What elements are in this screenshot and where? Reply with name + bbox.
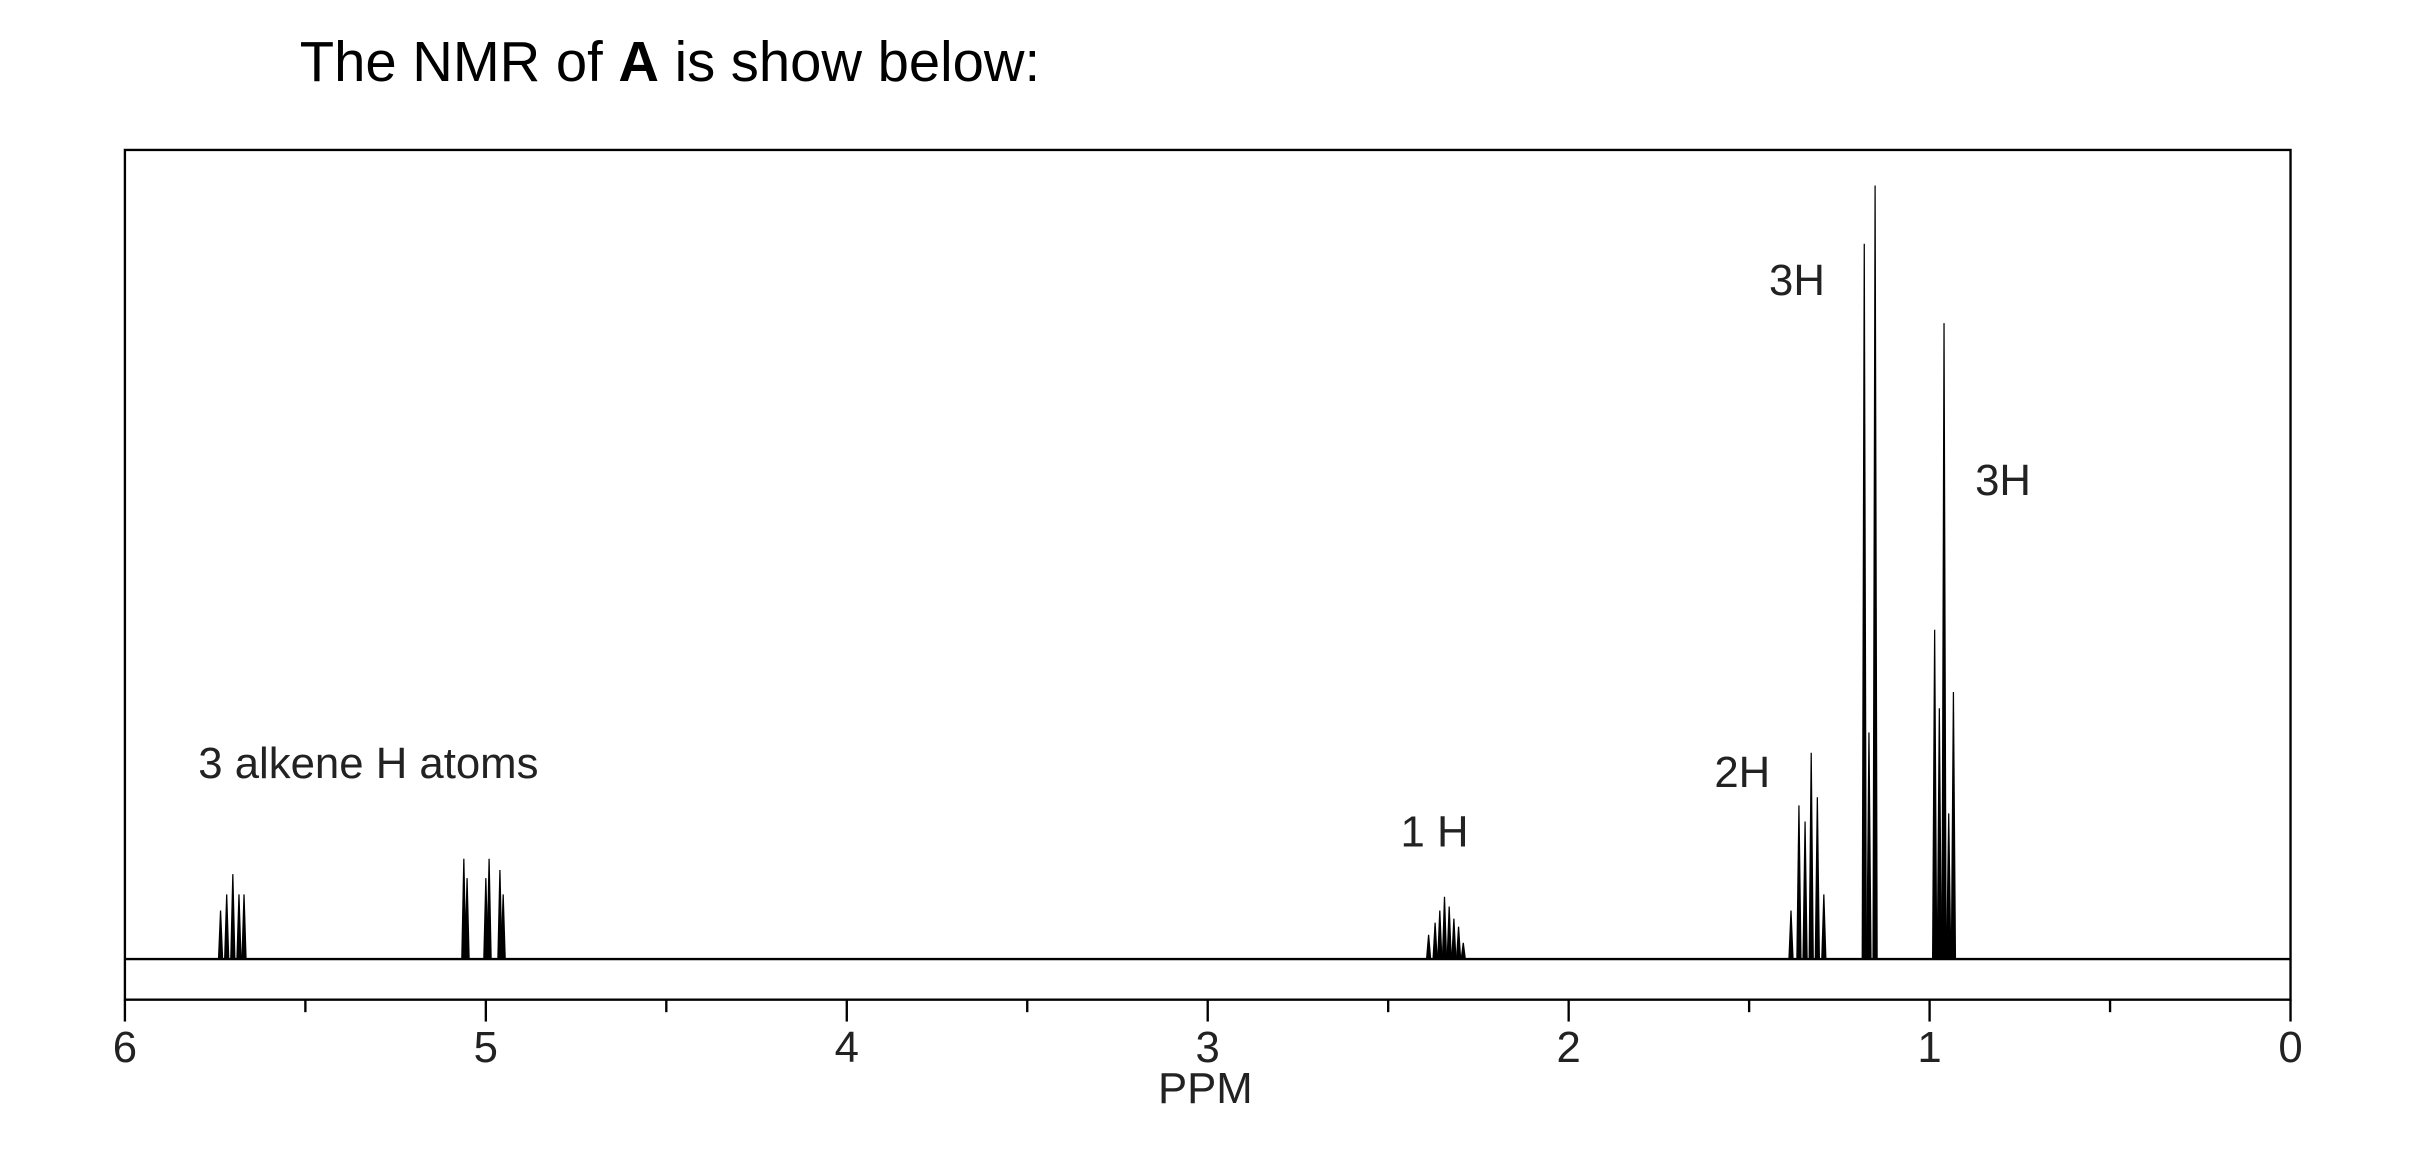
peak [1808, 752, 1814, 960]
peak [217, 910, 224, 960]
x-tick-label: 6 [113, 1023, 137, 1072]
x-tick-label: 1 [1917, 1023, 1941, 1072]
peak [486, 858, 492, 960]
peak [230, 874, 236, 960]
peak [500, 894, 506, 960]
x-axis-label: PPM [1158, 1064, 1253, 1113]
peak [1866, 732, 1872, 960]
peak [1861, 243, 1867, 960]
peak [1451, 918, 1457, 960]
title: The NMR of A is show below: [300, 30, 1040, 93]
peak [1425, 934, 1432, 960]
title-text: The NMR of [300, 30, 619, 93]
x-tick-label: 4 [835, 1023, 859, 1072]
peak [1460, 942, 1467, 960]
peak [1931, 629, 1938, 960]
x-tick-label: 0 [2278, 1023, 2302, 1072]
annotation: 1 H [1401, 808, 1469, 857]
peak [1446, 906, 1452, 960]
peak [1814, 797, 1821, 960]
annotation: 3 alkene H atoms [198, 739, 538, 788]
peak [1455, 926, 1462, 960]
peak [1941, 323, 1947, 960]
peak [1872, 185, 1878, 960]
peak [1788, 910, 1794, 960]
peak [1437, 910, 1443, 960]
title-text: is show below: [659, 30, 1040, 93]
peak [461, 858, 467, 960]
peak [1432, 922, 1438, 960]
peak [236, 894, 242, 960]
peak [1441, 896, 1448, 960]
title-compound: A [618, 30, 659, 93]
peak [1950, 692, 1957, 960]
peak [1796, 805, 1802, 960]
plot-frame [123, 148, 2292, 1001]
peak [1946, 813, 1952, 960]
peak [464, 878, 470, 960]
annotation: 2H [1714, 748, 1770, 797]
peak [1821, 894, 1827, 960]
x-tick-label: 2 [1556, 1023, 1580, 1072]
peak [224, 894, 230, 960]
annotation: 3H [1769, 256, 1825, 305]
peak [1936, 708, 1942, 960]
peak [1802, 821, 1808, 960]
annotation: 3H [1975, 456, 2031, 505]
peak [241, 894, 247, 960]
x-tick-label: 5 [474, 1023, 498, 1072]
x-tick-label: 3 [1196, 1023, 1220, 1072]
peak [497, 870, 503, 960]
